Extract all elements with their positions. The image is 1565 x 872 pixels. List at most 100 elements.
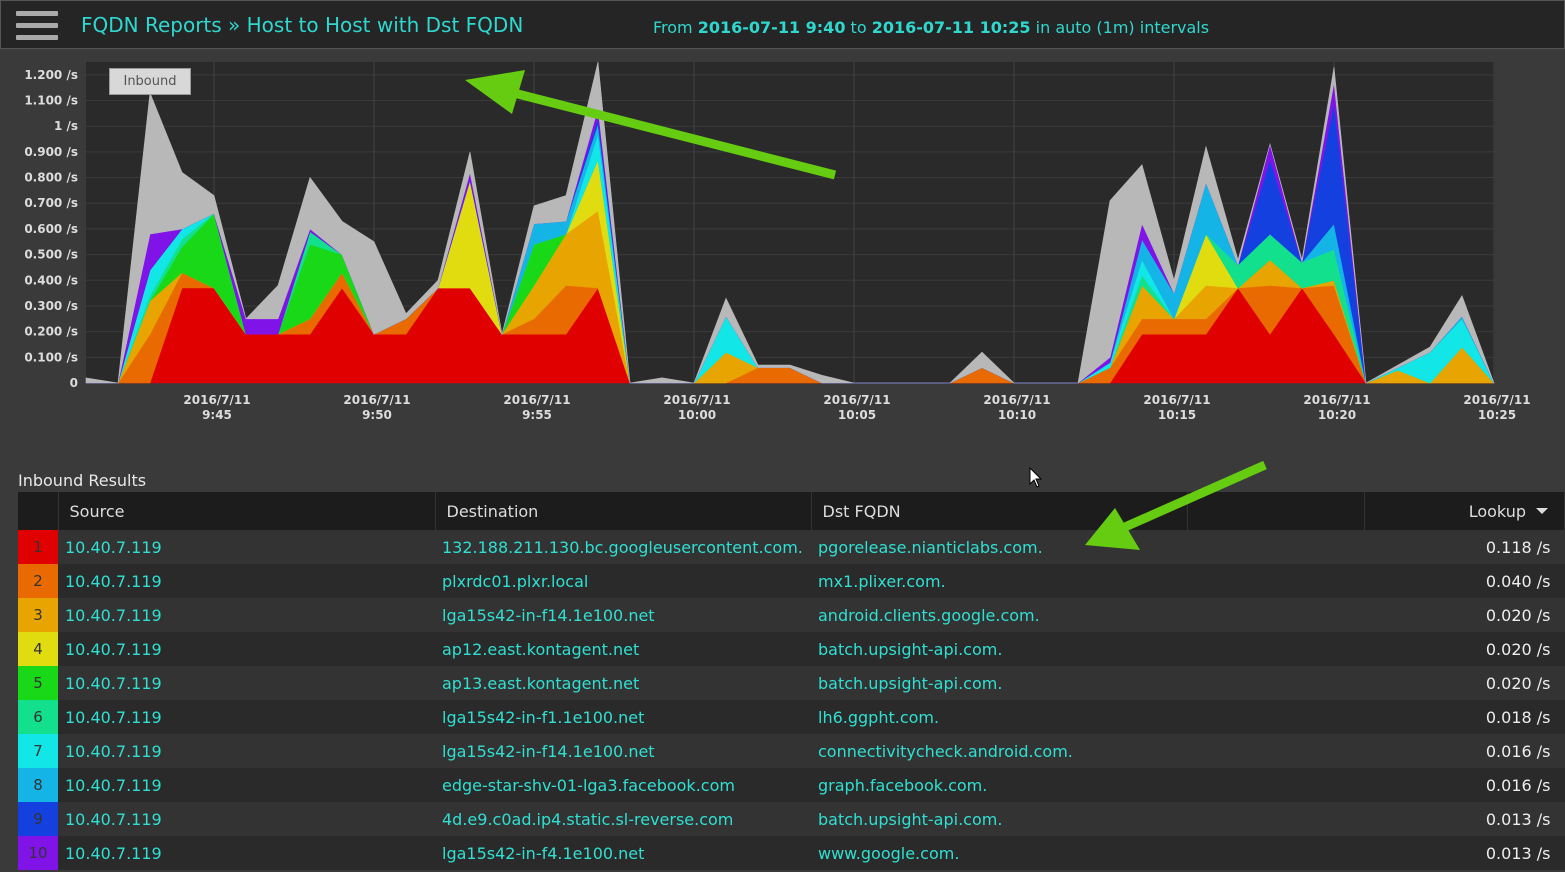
y-tick-label: 1.100 /s bbox=[24, 94, 78, 108]
lookup: 0.020 /s bbox=[1364, 632, 1565, 666]
x-tick-label: 2016/7/11 10:10 bbox=[983, 393, 1051, 422]
report-title: FQDN Reports » Host to Host with Dst FQD… bbox=[81, 13, 524, 37]
lookup: 0.013 /s bbox=[1364, 802, 1565, 836]
rank: 1 bbox=[18, 530, 58, 564]
y-tick-label: 0.400 /s bbox=[24, 273, 78, 287]
source[interactable]: 10.40.7.119 bbox=[58, 530, 435, 564]
destination[interactable]: 132.188.211.130.bc.googleusercontent.com… bbox=[435, 530, 811, 564]
dst-fqdn[interactable]: www.google.com. bbox=[811, 836, 1365, 870]
lookup: 0.013 /s bbox=[1364, 836, 1565, 870]
to-label: to bbox=[850, 18, 867, 37]
source[interactable]: 10.40.7.119 bbox=[58, 836, 435, 870]
dst-fqdn[interactable]: graph.facebook.com. bbox=[811, 768, 1365, 802]
dst-fqdn[interactable]: lh6.ggpht.com. bbox=[811, 700, 1365, 734]
y-tick-label: 0.600 /s bbox=[24, 222, 78, 236]
mouse-cursor bbox=[1029, 466, 1043, 488]
x-tick-label: 2016/7/11 10:20 bbox=[1303, 393, 1371, 422]
header: FQDN Reports » Host to Host with Dst FQD… bbox=[0, 0, 1565, 49]
menu-button[interactable] bbox=[16, 11, 58, 41]
result-row[interactable]: 4 10.40.7.119 ap12.east.kontagent.net batch… bbox=[18, 632, 1565, 666]
column-header[interactable]: Destination bbox=[435, 492, 812, 530]
destination[interactable]: 4d.e9.c0ad.ip4.static.sl-reverse.com bbox=[435, 802, 811, 836]
result-row[interactable]: 2 10.40.7.119 plxrdc01.plxr.local mx1.plixe… bbox=[18, 564, 1565, 598]
x-tick-label: 2016/7/11 10:25 bbox=[1463, 393, 1531, 422]
chart: 0 0.100 /s 0.200 /s 0.300 /s 0.400 /s 0.500 /… bbox=[24, 61, 1495, 390]
source[interactable]: 10.40.7.119 bbox=[58, 734, 435, 768]
result-row[interactable]: 3 10.40.7.119 lga15s42-in-f14.1e100.net and… bbox=[18, 598, 1565, 632]
y-tick-label: 0.500 /s bbox=[24, 248, 78, 262]
destination[interactable]: ap12.east.kontagent.net bbox=[435, 632, 811, 666]
start-time[interactable]: 2016-07-11 9:40 bbox=[697, 18, 846, 37]
source[interactable]: 10.40.7.119 bbox=[58, 564, 435, 598]
result-row[interactable]: 7 10.40.7.119 lga15s42-in-f14.1e100.net con… bbox=[18, 734, 1565, 768]
lookup: 0.020 /s bbox=[1364, 598, 1565, 632]
result-row[interactable]: 10 10.40.7.119 lga15s42-in-f4.1e100.net www… bbox=[18, 836, 1565, 870]
source[interactable]: 10.40.7.119 bbox=[58, 802, 435, 836]
rank: 3 bbox=[18, 598, 58, 632]
rank-header bbox=[18, 492, 59, 530]
dst-fqdn[interactable]: batch.upsight-api.com. bbox=[811, 632, 1365, 666]
y-tick-label: 0.100 /s bbox=[24, 350, 78, 364]
destination[interactable]: plxrdc01.plxr.local bbox=[435, 564, 811, 598]
column-header bbox=[1187, 492, 1365, 530]
rank: 2 bbox=[18, 564, 58, 598]
source[interactable]: 10.40.7.119 bbox=[58, 598, 435, 632]
x-tick-label: 2016/7/11 10:15 bbox=[1143, 393, 1211, 422]
column-header[interactable]: Dst FQDN bbox=[811, 492, 1188, 530]
result-row[interactable]: 6 10.40.7.119 lga15s42-in-f1.1e100.net lh6.… bbox=[18, 700, 1565, 734]
rank: 7 bbox=[18, 734, 58, 768]
y-tick-label: 0 bbox=[70, 376, 78, 390]
results-title: Inbound Results bbox=[18, 471, 147, 490]
column-header[interactable]: Source bbox=[58, 492, 436, 530]
time-range: From 2016-07-11 9:40 to 2016-07-11 10:25… bbox=[653, 18, 1209, 37]
source[interactable]: 10.40.7.119 bbox=[58, 768, 435, 802]
destination[interactable]: lga15s42-in-f1.1e100.net bbox=[435, 700, 811, 734]
result-row[interactable]: 9 10.40.7.119 4d.e9.c0ad.ip4.static.sl-rev… bbox=[18, 802, 1565, 836]
y-tick-label: 0.200 /s bbox=[24, 325, 78, 339]
results-table: Source Destination Dst FQDN Lookup 1 10.4… bbox=[18, 492, 1565, 870]
dst-fqdn[interactable]: connectivitycheck.android.com. bbox=[811, 734, 1365, 768]
result-row[interactable]: 8 10.40.7.119 edge-star-shv-01-lga3.facebo… bbox=[18, 768, 1565, 802]
dst-fqdn[interactable]: mx1.plixer.com. bbox=[811, 564, 1365, 598]
lookup: 0.040 /s bbox=[1364, 564, 1565, 598]
rank: 9 bbox=[18, 802, 58, 836]
x-tick-label: 2016/7/11 10:05 bbox=[823, 393, 891, 422]
result-row[interactable]: 1 10.40.7.119 132.188.211.130.bc.googleuse… bbox=[18, 530, 1565, 564]
x-tick-label: 2016/7/11 9:45 bbox=[183, 393, 251, 422]
dst-fqdn[interactable]: pgorelease.nianticlabs.com. bbox=[811, 530, 1365, 564]
x-tick-label: 2016/7/11 10:00 bbox=[663, 393, 731, 422]
y-tick-label: 1 /s bbox=[54, 119, 78, 133]
dst-fqdn[interactable]: android.clients.google.com. bbox=[811, 598, 1365, 632]
destination[interactable]: edge-star-shv-01-lga3.facebook.com bbox=[435, 768, 811, 802]
source[interactable]: 10.40.7.119 bbox=[58, 700, 435, 734]
result-row[interactable]: 5 10.40.7.119 ap13.east.kontagent.net batch… bbox=[18, 666, 1565, 700]
end-time[interactable]: 2016-07-11 10:25 bbox=[871, 18, 1031, 37]
rank: 10 bbox=[18, 836, 58, 870]
x-tick-label: 2016/7/11 9:50 bbox=[343, 393, 411, 422]
rank: 8 bbox=[18, 768, 58, 802]
y-tick-label: 0.700 /s bbox=[24, 196, 78, 210]
area bbox=[85, 61, 1495, 384]
y-tick-label: 0.800 /s bbox=[24, 171, 78, 185]
interval-label: in auto (1m) intervals bbox=[1035, 18, 1210, 37]
lookup: 0.118 /s bbox=[1364, 530, 1565, 564]
series-badge[interactable]: Inbound bbox=[109, 68, 191, 95]
rank: 4 bbox=[18, 632, 58, 666]
destination[interactable]: lga15s42-in-f14.1e100.net bbox=[435, 734, 811, 768]
y-tick-label: 1.200 /s bbox=[24, 68, 78, 82]
dst-fqdn[interactable]: batch.upsight-api.com. bbox=[811, 802, 1365, 836]
source[interactable]: 10.40.7.119 bbox=[58, 632, 435, 666]
lookup: 0.018 /s bbox=[1364, 700, 1565, 734]
source[interactable]: 10.40.7.119 bbox=[58, 666, 435, 700]
destination[interactable]: lga15s42-in-f14.1e100.net bbox=[435, 598, 811, 632]
lookup: 0.016 /s bbox=[1364, 768, 1565, 802]
destination[interactable]: lga15s42-in-f4.1e100.net bbox=[435, 836, 811, 870]
lookup: 0.016 /s bbox=[1364, 734, 1565, 768]
y-tick-label: 0.300 /s bbox=[24, 299, 78, 313]
lookup: 0.020 /s bbox=[1364, 666, 1565, 700]
dst-fqdn[interactable]: batch.upsight-api.com. bbox=[811, 666, 1365, 700]
destination[interactable]: ap13.east.kontagent.net bbox=[435, 666, 811, 700]
column-header[interactable]: Lookup bbox=[1364, 492, 1565, 530]
y-tick-label: 0.900 /s bbox=[24, 145, 78, 159]
